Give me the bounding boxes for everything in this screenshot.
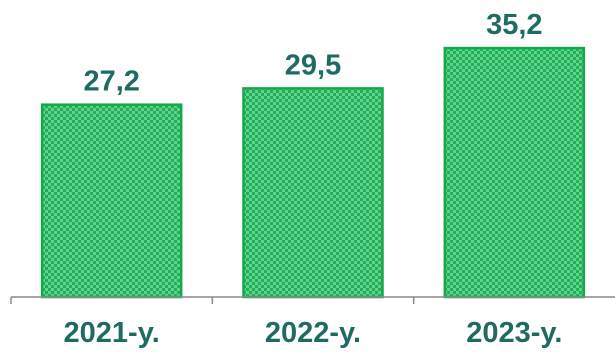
bars-layer — [40, 46, 586, 299]
bar-2021-y. — [40, 103, 183, 299]
data-label: 35,2 — [486, 9, 542, 41]
labels-layer: 27,2 2021-y. 29,5 2022-y. 35,2 2023-y. — [64, 9, 563, 349]
bar-2022-y. — [242, 87, 384, 299]
bar-2023-y. — [443, 46, 586, 299]
x-tick-label: 2023-y. — [466, 317, 562, 349]
x-tick-label: 2022-y. — [265, 317, 361, 349]
x-axis — [10, 296, 615, 304]
x-tick-label: 2021-y. — [64, 317, 160, 349]
data-label: 29,5 — [285, 49, 341, 81]
data-label: 27,2 — [83, 66, 139, 98]
